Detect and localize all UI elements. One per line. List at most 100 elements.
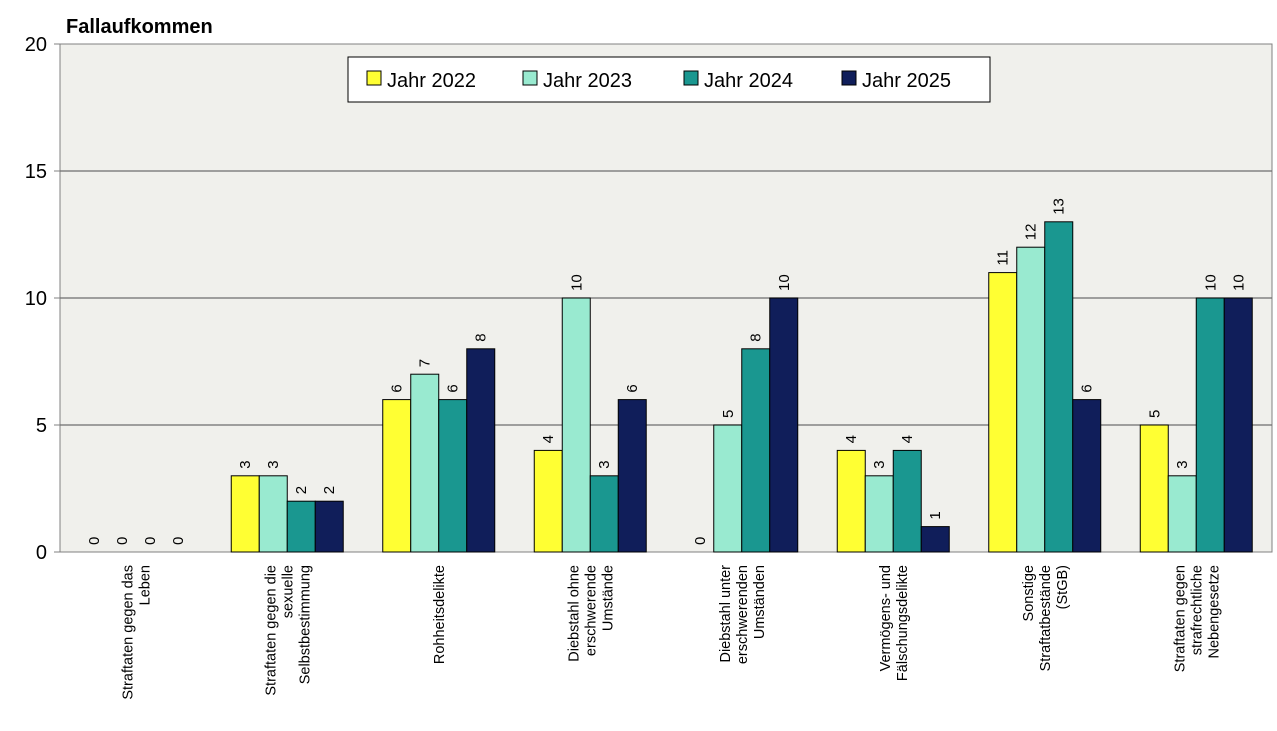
category-label-line: Diebstahl unter (718, 565, 734, 663)
data-label: 3 (1174, 460, 1191, 468)
bar (410, 373, 440, 553)
category-label: Vermögens- und Fälschungsdelikte (878, 565, 911, 681)
bars (230, 221, 1253, 553)
category-label-line: Vermögens- und (878, 565, 894, 671)
data-label: 3 (871, 460, 888, 468)
bar (258, 475, 288, 553)
data-label: 0 (86, 537, 103, 545)
category-labels: Straftaten gegen das Leben Straftaten gege… (120, 565, 1222, 700)
category-label: Rohheitsdelikte (432, 565, 448, 664)
category-label-line: Straftaten gegen (1172, 565, 1188, 672)
category-label-line: Umständen (752, 565, 768, 639)
category-label-line: strafrechtliche (1189, 565, 1205, 655)
legend-label: Jahr 2023 (543, 70, 632, 92)
category-label-line: Diebstahl ohne (566, 565, 582, 662)
data-label: 6 (445, 384, 462, 392)
legend-label: Jahr 2024 (704, 70, 793, 92)
bar (561, 297, 591, 553)
y-tick-label: 0 (36, 542, 47, 564)
data-label: 0 (692, 537, 709, 545)
data-label: 12 (1023, 224, 1040, 241)
data-label: 11 (995, 250, 1012, 266)
data-label: 6 (1079, 384, 1096, 392)
data-label: 6 (389, 384, 406, 392)
legend-item: Jahr 2024 (683, 70, 793, 92)
bar (382, 399, 412, 553)
bar (988, 272, 1018, 553)
category-label-line: Straftaten gegen die (263, 565, 279, 696)
data-label: 3 (596, 460, 613, 468)
legend-swatch (683, 70, 699, 86)
bar (314, 500, 344, 553)
data-label: 0 (114, 537, 131, 545)
bar (864, 475, 894, 553)
y-tick-label: 10 (25, 288, 47, 310)
y-tick-label: 20 (25, 34, 47, 56)
data-label: 13 (1051, 198, 1068, 215)
legend: Jahr 2022 Jahr 2023 Jahr 2024 Jahr 2025 (347, 56, 991, 103)
category-label: Diebstahl ohne erschwerende Umstände (566, 565, 616, 662)
data-label: 3 (265, 460, 282, 468)
category-label: Straftaten gegen die sexuelle Selbstbestim… (263, 565, 313, 696)
category-label-line: Leben (137, 565, 153, 605)
category-label-line: erschwerenden (735, 565, 751, 664)
data-label: 10 (1230, 274, 1247, 291)
bar (230, 475, 260, 553)
data-label: 8 (748, 333, 765, 341)
data-label: 8 (473, 333, 490, 341)
bar (892, 449, 922, 553)
legend-swatch (366, 70, 382, 86)
data-label: 0 (142, 537, 159, 545)
bar (617, 399, 647, 553)
data-label: 1 (927, 511, 944, 519)
category-label: Diebstahl unter erschwerenden Umständen (718, 565, 768, 664)
bar (1167, 475, 1197, 553)
data-label: 0 (170, 537, 187, 545)
legend-label: Jahr 2025 (862, 70, 951, 92)
category-label: Sonstige Straftatbestände (StGB) (1021, 565, 1071, 671)
data-label: 10 (1202, 274, 1219, 291)
data-label: 5 (720, 410, 737, 418)
legend-item: Jahr 2023 (522, 70, 632, 92)
data-label: 6 (624, 384, 641, 392)
data-label: 10 (568, 274, 585, 291)
bar (741, 348, 771, 553)
bar (1223, 297, 1253, 553)
category-label-line: (StGB) (1055, 565, 1071, 609)
category-label-line: Sonstige (1021, 565, 1037, 621)
legend-swatch (522, 70, 538, 86)
data-label: 3 (237, 460, 254, 468)
category-label-line: Straftaten gegen das (120, 565, 136, 700)
bar (1195, 297, 1225, 553)
legend-item: Jahr 2025 (841, 70, 951, 92)
bar (438, 399, 468, 553)
data-label: 4 (540, 435, 557, 443)
legend-item: Jahr 2022 (366, 70, 476, 92)
category-label-line: Rohheitsdelikte (432, 565, 448, 664)
category-label-line: Straftatbestände (1038, 565, 1054, 671)
category-label-line: Selbstbestimmung (297, 565, 313, 684)
data-label: 4 (899, 435, 916, 443)
data-label: 4 (843, 435, 860, 443)
bar (466, 348, 496, 553)
y-tick-label: 5 (36, 415, 47, 437)
bar (713, 424, 743, 553)
y-axis-ticks: 0 5 10 15 20 (25, 34, 60, 564)
bar (1016, 246, 1046, 553)
data-label: 5 (1146, 410, 1163, 418)
category-label-line: sexuelle (280, 565, 296, 618)
legend-swatch (841, 70, 857, 86)
bar (769, 297, 799, 553)
bar (1044, 221, 1074, 553)
data-label: 10 (776, 274, 793, 291)
bar (589, 475, 619, 553)
data-label: 2 (321, 486, 338, 494)
legend-label: Jahr 2022 (387, 70, 476, 92)
y-axis-title: Fallaufkommen (66, 16, 213, 38)
bar (1072, 399, 1102, 553)
legend-box (347, 56, 991, 103)
bar (1139, 424, 1169, 553)
category-label-line: erschwerende (583, 565, 599, 656)
